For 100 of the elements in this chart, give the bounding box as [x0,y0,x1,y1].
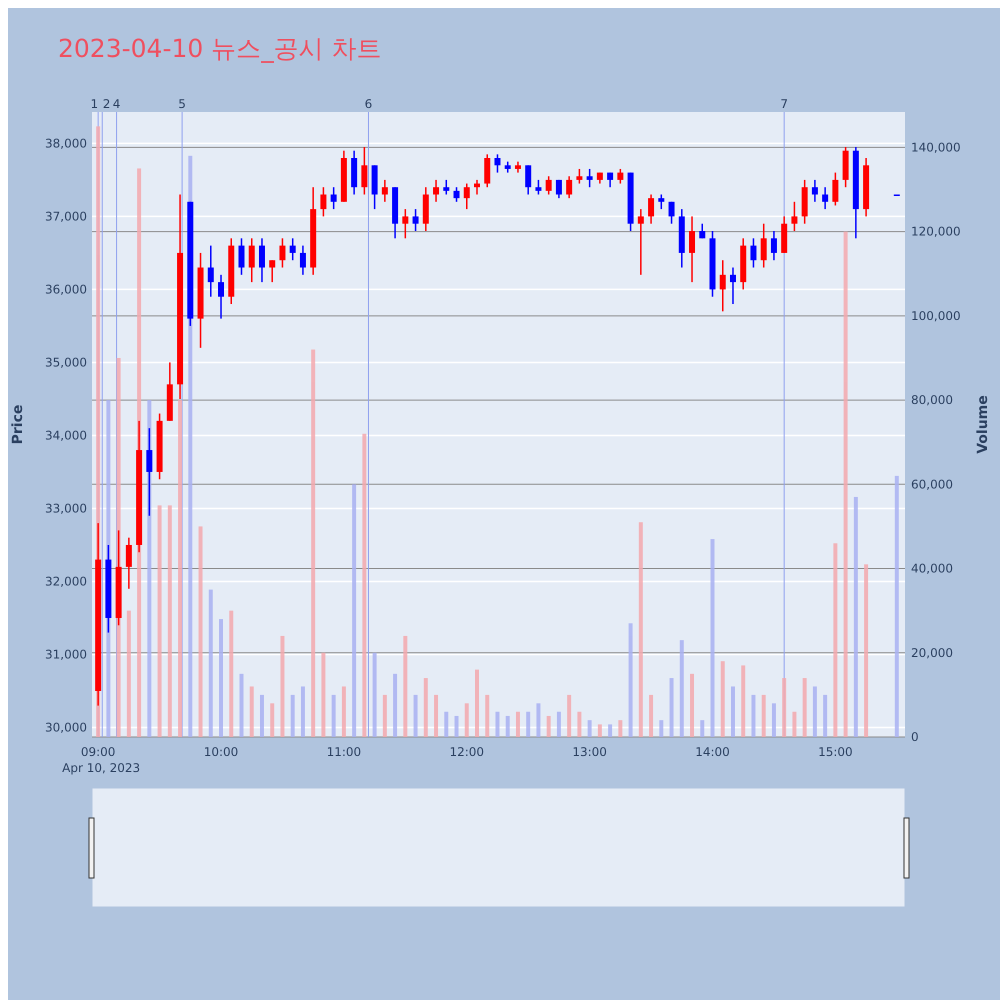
bar [812,686,817,737]
candlestick [320,186,326,218]
y2-tick-label: 40,000 [911,562,953,576]
bar [782,678,786,737]
bar [332,694,336,737]
bar [649,694,654,737]
y-tick-label: 36,000 [45,282,87,296]
bar [290,694,295,737]
bar [362,434,366,737]
candlestick [238,238,244,276]
ref-line-label: 4 [112,97,120,111]
bar [403,636,408,737]
candlestick [770,230,777,261]
candlestick [546,176,552,196]
bar [219,619,224,737]
bar [659,720,664,737]
bar [608,724,612,737]
bar [168,505,172,737]
candlestick [382,179,388,203]
x-tick-label: 10:00 [204,745,238,759]
bar [526,712,530,737]
candlestick [218,274,224,320]
candlestick [556,179,562,199]
bar [802,678,807,737]
candlestick [760,222,767,268]
y-tick-label: 34,000 [45,428,87,442]
bar [464,703,469,737]
candlestick [504,160,511,174]
bar [567,694,572,737]
y2-tick-label: 20,000 [911,646,953,660]
bar [495,712,500,737]
bar [485,694,490,737]
bar [710,539,714,737]
candlestick [433,179,440,203]
y-tick-label: 33,000 [45,501,87,516]
bar [342,686,346,737]
bar [474,670,479,737]
bar [382,694,387,737]
bar [772,703,776,737]
bar [352,484,356,737]
ref-line-label: 2 [102,97,110,111]
ref-line-label: 7 [780,97,788,111]
bar [229,610,234,737]
candlestick [535,179,542,196]
candlestick [290,238,296,261]
bar [372,652,377,737]
candlestick [258,238,265,283]
bar [670,678,674,737]
candlestick [525,164,532,196]
candlestick [269,259,276,283]
bar [434,694,438,737]
bar [833,543,838,737]
bar [393,674,398,737]
y2-tick-label: 80,000 [911,393,953,408]
chart-title: 2023-04-10 뉴스_공시 차트 [58,34,382,63]
bar [792,712,796,737]
candlestick [730,266,736,305]
candlestick [454,186,460,203]
candlestick [279,238,286,268]
x-tick-label: 14:00 [695,745,730,759]
bar [311,350,316,737]
bar [546,716,551,737]
bar [618,720,622,737]
y2-tick-label: 60,000 [911,477,953,492]
bar [414,694,418,737]
bar [700,720,704,737]
candlestick [607,172,614,188]
candlestick [812,179,818,203]
candlestick [494,154,500,174]
ref-line-label: 6 [364,97,372,111]
y-tick-label: 32,000 [45,574,87,588]
candlestick [699,222,706,240]
candlestick [689,216,696,283]
candlestick [474,179,480,196]
bar [823,694,828,737]
y-axis-title: Price [10,404,26,444]
candlestick [638,208,644,276]
bar [762,694,766,737]
candlestick [791,201,798,232]
y-tick-label: 31,000 [45,647,87,662]
candlestick [586,168,593,188]
candlestick [566,176,572,199]
bar [680,640,684,737]
candlestick [300,244,306,276]
x-tick-label: 13:00 [572,745,607,759]
bar [158,505,162,737]
bar [280,636,284,737]
candlestick [402,208,408,240]
ref-line-label: 1 [90,97,98,111]
bar [588,720,592,737]
candlestick [208,244,214,298]
x-tick-label: 09:00 Apr 10, 2023 [62,745,140,775]
bar [239,674,244,737]
bar [894,476,899,737]
bar [638,522,643,737]
bar [536,703,540,737]
bar [506,716,510,737]
bar [577,712,582,737]
candlestick [361,146,368,196]
candlestick [412,208,419,232]
